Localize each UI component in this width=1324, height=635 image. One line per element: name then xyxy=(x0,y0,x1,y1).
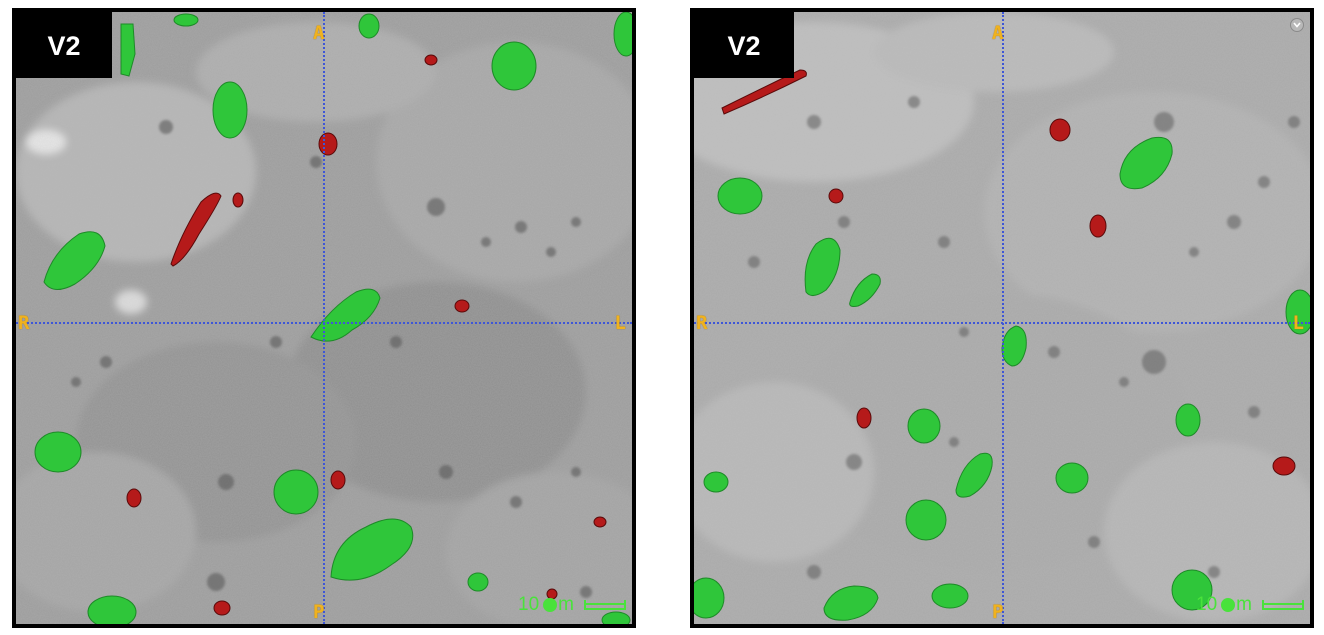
orientation-top-label: A xyxy=(992,22,1004,44)
scale-bar-unit-text: m xyxy=(1236,594,1252,615)
orientation-bottom-label: P xyxy=(313,601,325,623)
scale-bar-value: 10 xyxy=(1196,594,1218,615)
orientation-right-label: L xyxy=(1292,312,1304,334)
micro-symbol-icon xyxy=(540,595,561,615)
orientation-left-label: R xyxy=(696,312,708,334)
scale-bar-line xyxy=(1262,600,1304,610)
scale-bar-unit: m xyxy=(1218,594,1252,616)
scale-bar-value: 10 xyxy=(518,594,540,615)
orientation-right-label: L xyxy=(614,312,626,334)
crosshair-vertical[interactable] xyxy=(1002,12,1004,624)
scale-bar-unit-text: m xyxy=(558,594,574,615)
view-label: V2 xyxy=(694,12,794,78)
scale-bar-unit: m xyxy=(540,594,574,616)
scale-bar-line xyxy=(584,600,626,610)
scale-bar: 10 m xyxy=(1196,594,1304,616)
chevron-down-glyph xyxy=(1293,22,1301,28)
crosshair-vertical[interactable] xyxy=(323,12,325,624)
image-viewer-left[interactable]: V2 A P R L 10 m xyxy=(12,8,636,628)
orientation-top-label: A xyxy=(313,22,325,44)
scale-bar: 10 m xyxy=(518,594,626,616)
chevron-down-icon[interactable] xyxy=(1290,18,1304,32)
orientation-left-label: R xyxy=(18,312,30,334)
micro-symbol-icon xyxy=(1218,595,1239,615)
orientation-bottom-label: P xyxy=(992,601,1004,623)
view-label: V2 xyxy=(16,12,112,78)
image-viewer-right[interactable]: V2 A P R L 10 m xyxy=(690,8,1314,628)
